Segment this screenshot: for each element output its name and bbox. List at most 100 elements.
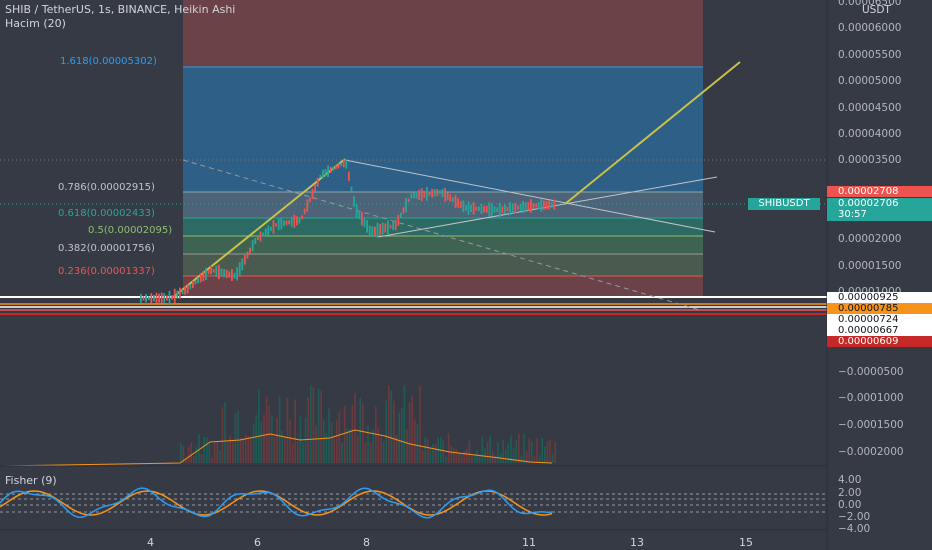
volume-bar <box>510 435 512 463</box>
symbol-title[interactable]: SHIB / TetherUS, 1s, BINANCE, Heikin Ash… <box>5 3 236 16</box>
candle <box>545 200 548 210</box>
candle <box>426 187 428 201</box>
candle <box>228 271 231 278</box>
time-label: 6 <box>254 536 261 549</box>
candle <box>433 188 436 197</box>
candle <box>514 202 517 214</box>
fisher-title[interactable]: Fisher (9) <box>5 474 57 487</box>
volume-bar <box>473 455 476 463</box>
candle <box>446 192 449 201</box>
fib-label-5: 0.5(0.00002095) <box>88 225 173 236</box>
candle <box>158 293 160 303</box>
level-tag[interactable]: 0.00000925 <box>827 292 932 303</box>
candle <box>218 264 220 280</box>
volume-bar <box>419 386 421 463</box>
candle <box>202 270 205 282</box>
volume-title[interactable]: Hacim (20) <box>5 17 66 30</box>
volume-bar <box>258 389 260 463</box>
volume-bar <box>323 419 325 463</box>
current-price-tag[interactable]: 0.00002706 <box>827 198 932 210</box>
candle <box>272 219 275 234</box>
fib-label-618: 0.618(0.00002433) <box>58 208 155 219</box>
candle <box>166 295 168 301</box>
candle <box>285 220 288 226</box>
candle <box>168 290 171 306</box>
volume-bar <box>512 448 515 463</box>
candle <box>186 283 189 294</box>
candle <box>189 284 192 289</box>
candle <box>400 212 402 219</box>
candle <box>543 200 545 210</box>
candle <box>179 287 181 299</box>
symbol-tag[interactable]: SHIBUSDT <box>748 198 820 210</box>
candle <box>493 206 496 213</box>
candle <box>262 232 264 237</box>
volume-bar <box>460 454 463 463</box>
candle <box>381 222 384 235</box>
candle <box>335 165 337 170</box>
candle <box>254 237 257 245</box>
candle <box>485 205 488 213</box>
candle <box>293 214 296 228</box>
volume-bar <box>276 417 278 463</box>
candle <box>306 199 309 212</box>
price-tag-red[interactable]: 0.00002708 <box>827 186 932 197</box>
candle <box>436 188 439 196</box>
candle <box>329 166 332 174</box>
volume-bar <box>520 455 523 463</box>
candle <box>524 202 527 211</box>
candle <box>345 159 348 169</box>
volume-bar <box>317 388 320 463</box>
fib-label-236: 0.236(0.00001337) <box>58 266 155 277</box>
volume-bar <box>219 450 221 463</box>
candle <box>155 292 158 304</box>
candle <box>548 200 550 210</box>
candle <box>402 206 405 214</box>
volume-bar <box>424 437 426 463</box>
volume-bar <box>281 430 283 463</box>
price-label: 0.00005000 <box>838 75 902 87</box>
fib-label-382: 0.382(0.00001756) <box>58 243 155 254</box>
level-tag[interactable]: 0.00000724 <box>827 314 932 325</box>
candle <box>491 203 493 216</box>
candle <box>472 202 475 215</box>
price-label: 0.00003500 <box>838 154 902 166</box>
candle <box>290 217 293 227</box>
candle <box>277 218 280 231</box>
candle <box>387 220 389 235</box>
candle <box>517 205 519 210</box>
price-label: 0.00004000 <box>838 128 902 140</box>
candles <box>140 159 556 306</box>
volume-bar <box>528 438 530 463</box>
level-tag[interactable]: 0.00000609 <box>827 336 932 347</box>
volume-bar <box>349 428 351 463</box>
candle <box>153 294 155 302</box>
volume-bar <box>343 405 346 463</box>
level-tag[interactable]: 0.00000667 <box>827 325 932 336</box>
candle <box>301 215 303 220</box>
candle <box>319 174 322 178</box>
volume-bar <box>336 420 338 463</box>
candle <box>316 177 319 187</box>
candle <box>376 222 379 238</box>
volume-bar <box>403 384 406 463</box>
level-tag[interactable]: 0.00000785 <box>827 303 932 314</box>
volume-bar <box>252 424 255 463</box>
candle <box>397 214 400 226</box>
price-label: 0.00006500 <box>838 0 902 8</box>
volume-bar <box>302 441 304 463</box>
candle <box>322 169 324 179</box>
fib-label-786: 0.786(0.00002915) <box>58 182 155 193</box>
volume-bar <box>356 434 359 463</box>
volume-axis-label: −0.0001000 <box>838 392 904 404</box>
volume-bar <box>507 443 510 463</box>
volume-bar <box>182 445 185 463</box>
volume-bar <box>364 441 367 463</box>
fib-zone-1618 <box>183 67 703 192</box>
currency-label[interactable]: USDT <box>862 4 891 16</box>
fib-zone-618 <box>183 218 703 236</box>
candle <box>488 202 491 217</box>
candle <box>342 159 345 168</box>
candle <box>358 210 361 220</box>
